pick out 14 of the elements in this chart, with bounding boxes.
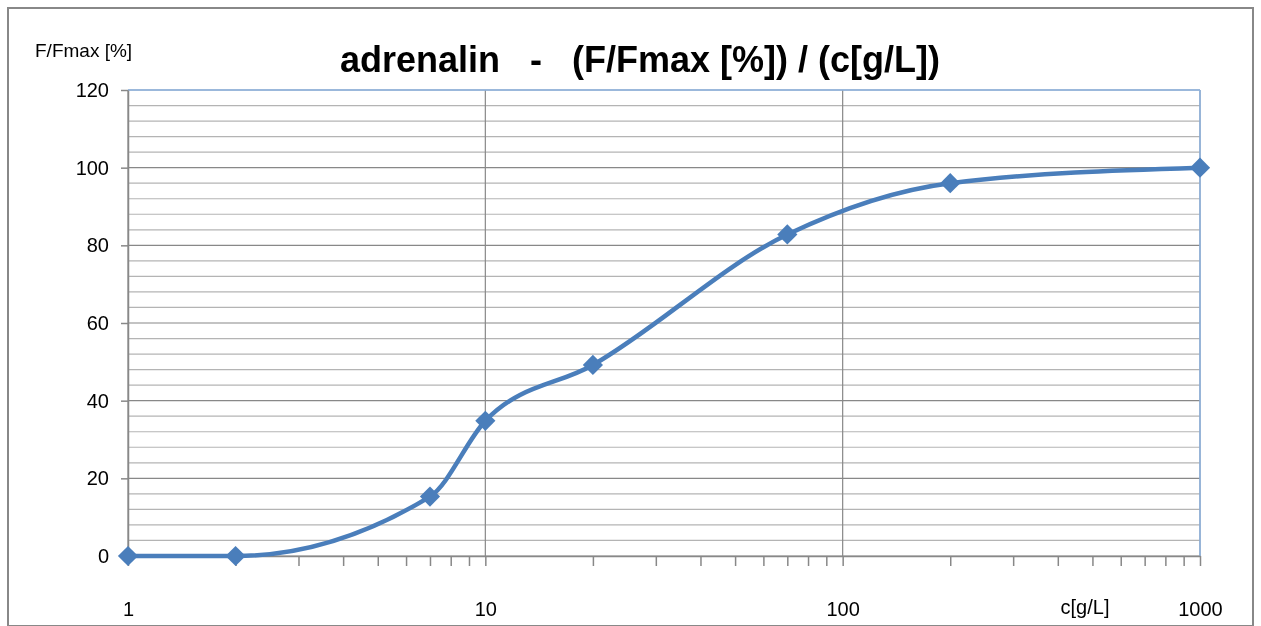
y-tick-label: 60 (86, 311, 109, 334)
y-tick-label: 20 (86, 467, 109, 490)
x-tick-label: 1000 (1178, 598, 1223, 621)
y-tick-label: 0 (97, 544, 109, 567)
y-tick-label: 100 (75, 156, 109, 179)
x-tick-label: 10 (474, 598, 497, 621)
y-tick-label: 120 (75, 78, 109, 101)
x-axis-title: c[g/L] (1060, 596, 1110, 618)
chart-title: adrenalin - (F/Fmax [%]) / (c[g/L]) (339, 39, 941, 80)
x-tick-label: 100 (826, 598, 860, 621)
y-tick-label: 40 (86, 389, 109, 412)
y-tick-label: 80 (86, 234, 109, 257)
x-tick-label: 1 (122, 598, 135, 621)
y-axis-title: F/Fmax [%] (35, 40, 133, 61)
